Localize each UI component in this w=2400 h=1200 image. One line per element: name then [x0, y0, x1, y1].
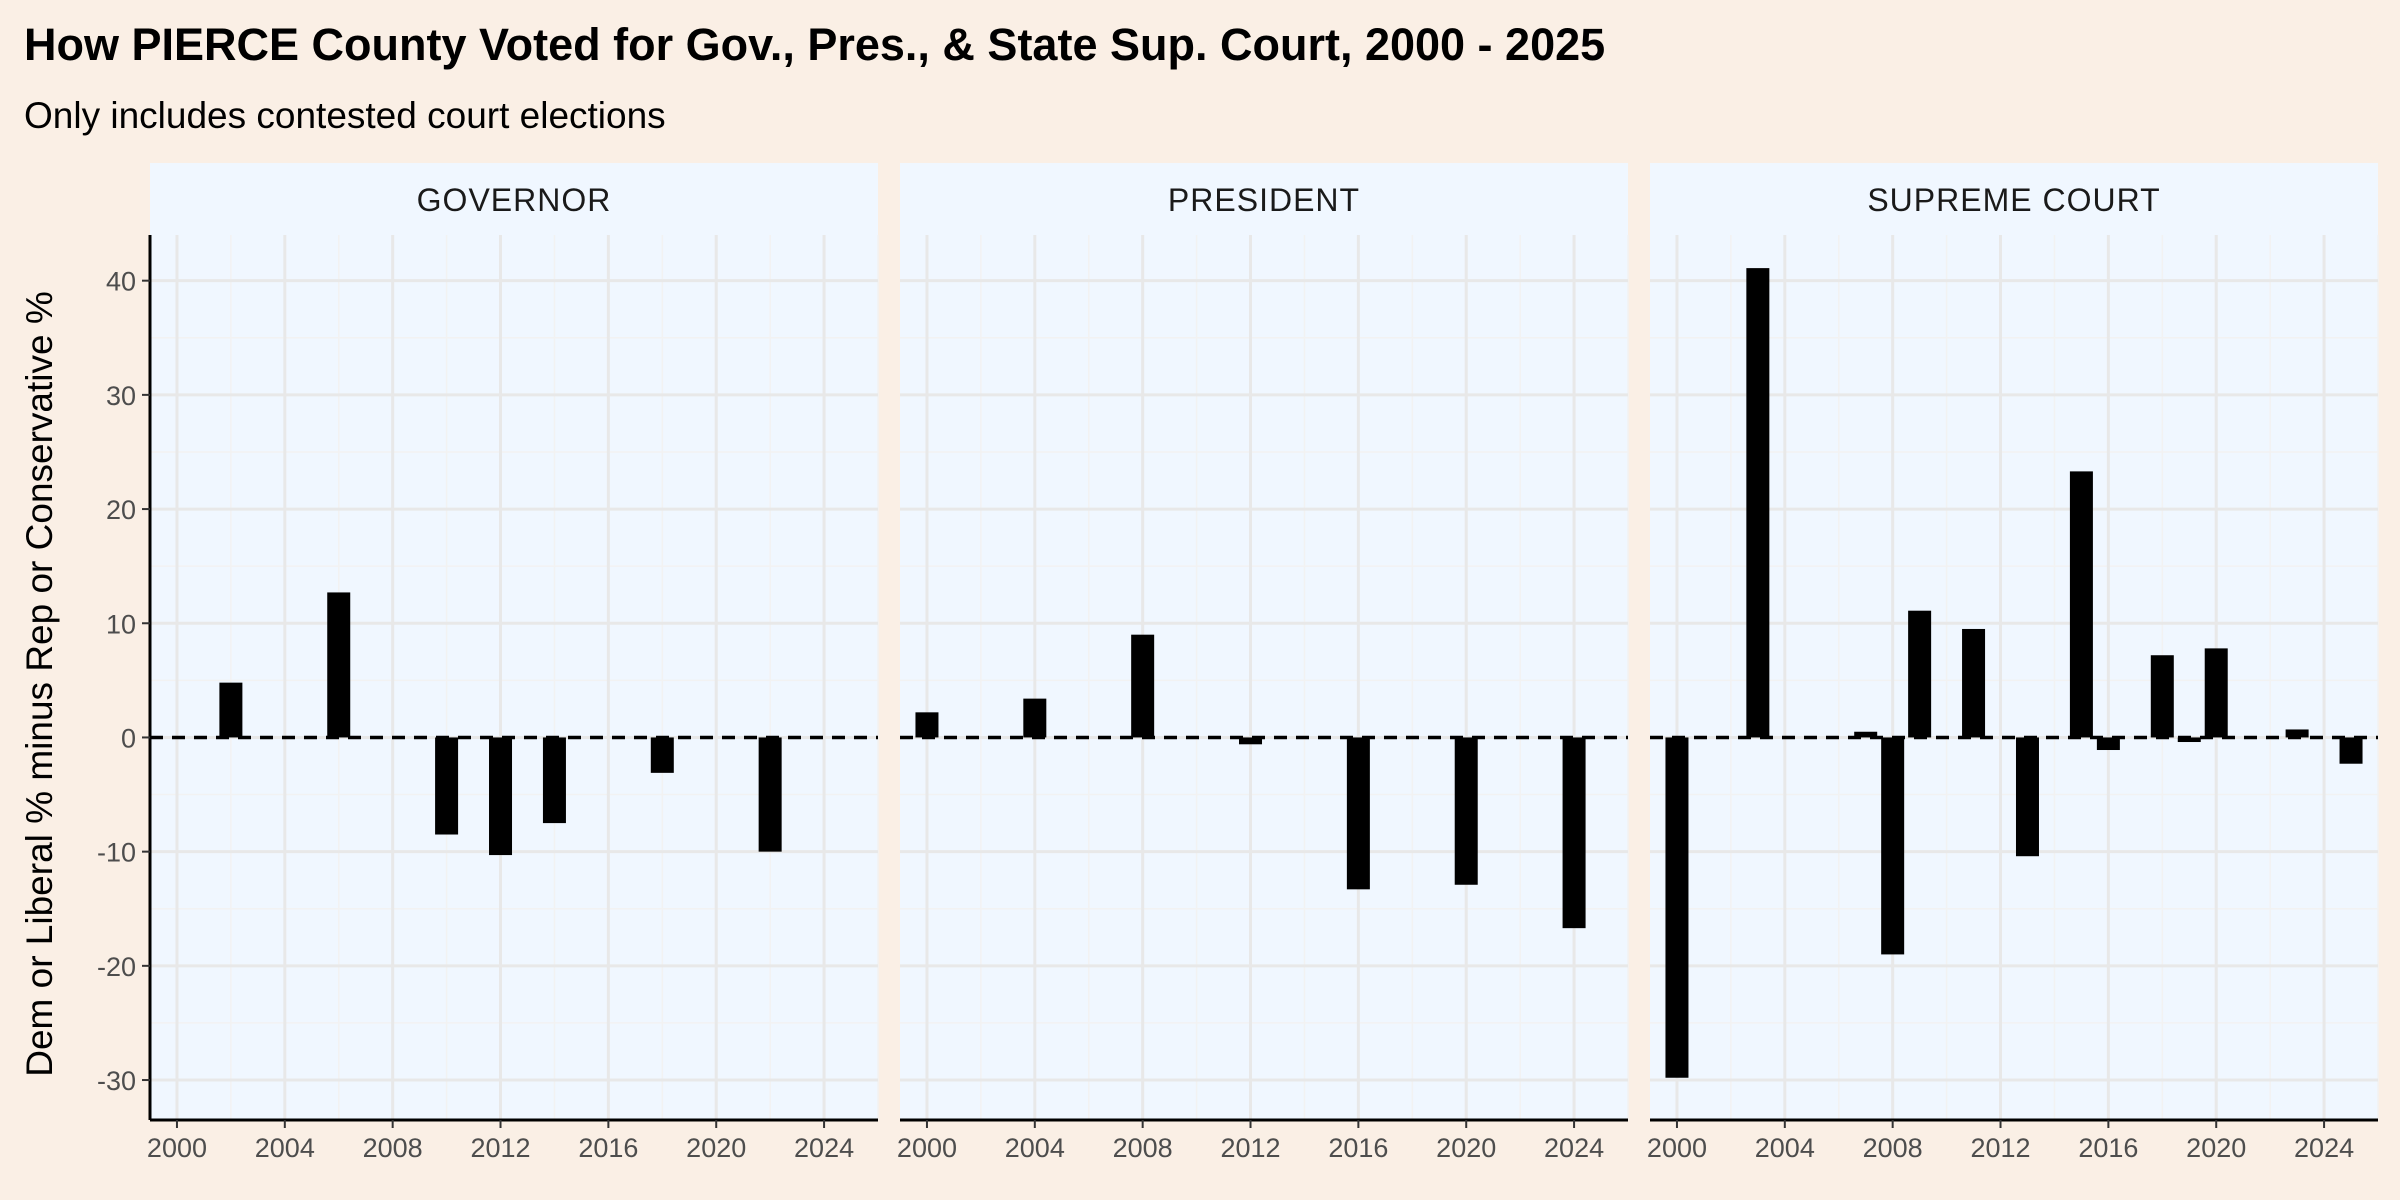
facet-label: PRESIDENT — [1168, 182, 1360, 218]
x-tick-label: 2000 — [1647, 1133, 1707, 1163]
bar-2011 — [1962, 628, 1986, 738]
y-tick-label: -30 — [97, 1066, 136, 1096]
x-tick-label: 2012 — [1970, 1133, 2030, 1163]
x-tick-label: 2016 — [578, 1133, 638, 1163]
bar-2000 — [1665, 737, 1689, 1078]
x-tick-label: 2000 — [147, 1133, 207, 1163]
facet-strip — [900, 163, 1628, 235]
x-tick-label: 2000 — [897, 1133, 957, 1163]
facet-label: GOVERNOR — [417, 182, 612, 218]
bar-2015 — [2069, 471, 2093, 738]
bar-2014 — [542, 737, 566, 824]
y-tick-label: 40 — [106, 267, 136, 297]
bar-2003 — [1746, 268, 1770, 738]
plot-background — [1650, 235, 2378, 1120]
bar-2010 — [435, 737, 459, 835]
x-tick-label: 2020 — [1436, 1133, 1496, 1163]
bar-2024 — [1562, 737, 1586, 929]
x-tick-label: 2024 — [1544, 1133, 1604, 1163]
bar-2008 — [1881, 737, 1905, 955]
x-tick-label: 2004 — [1755, 1133, 1815, 1163]
y-tick-label: 20 — [106, 495, 136, 525]
bar-2012 — [489, 737, 513, 856]
x-tick-label: 2008 — [363, 1133, 423, 1163]
x-tick-label: 2012 — [1220, 1133, 1280, 1163]
bar-2007 — [1854, 731, 1878, 738]
bar-2018 — [2150, 655, 2174, 738]
bar-2002 — [219, 682, 243, 738]
bar-2025 — [2339, 737, 2363, 764]
x-tick-label: 2020 — [686, 1133, 746, 1163]
facet-strip — [150, 163, 878, 235]
y-tick-label: 0 — [121, 723, 136, 753]
facet-label: SUPREME COURT — [1867, 182, 2160, 218]
plot-background — [900, 235, 1628, 1120]
facet-strip — [1650, 163, 2378, 235]
bar-2006 — [327, 592, 351, 738]
x-tick-label: 2024 — [794, 1133, 854, 1163]
bar-2020 — [2204, 648, 2228, 738]
chart-subtitle: Only includes contested court elections — [24, 95, 666, 136]
panels: GOVERNOR 2000 2004 2008 2012 2016 2020 2024 -30 -… — [97, 163, 2379, 1163]
x-tick-label: 2004 — [1005, 1133, 1065, 1163]
bar-2016 — [1346, 737, 1370, 890]
bar-2000 — [915, 712, 939, 738]
x-tick-label: 2004 — [255, 1133, 315, 1163]
x-tick-label: 2016 — [2078, 1133, 2138, 1163]
y-tick-label: 30 — [106, 381, 136, 411]
bar-2023 — [2285, 729, 2309, 738]
x-tick-label: 2024 — [2294, 1133, 2354, 1163]
panel-supreme-court: SUPREME COURT 2000 2004 2008 2012 2016 2020 202… — [1647, 163, 2379, 1163]
bar-2012 — [1239, 737, 1263, 745]
bar-2013 — [2015, 737, 2039, 857]
y-axis-title: Dem or Liberal % minus Rep or Conservati… — [19, 291, 60, 1077]
bar-2020 — [1454, 737, 1478, 885]
x-tick-label: 2008 — [1863, 1133, 1923, 1163]
bar-2022 — [758, 737, 782, 852]
panel-president: PRESIDENT 2000 2004 2008 2012 2016 2020 2024 — [897, 163, 1629, 1163]
bar-2009 — [1908, 610, 1932, 738]
bar-2004 — [1023, 698, 1047, 738]
x-tick-label: 2016 — [1328, 1133, 1388, 1163]
x-tick-label: 2008 — [1113, 1133, 1173, 1163]
bar-2016 — [2096, 737, 2120, 751]
chart-title: How PIERCE County Voted for Gov., Pres.,… — [24, 19, 1605, 70]
bar-2018 — [650, 737, 674, 773]
y-tick-label: -20 — [97, 952, 136, 982]
bar-2008 — [1131, 634, 1155, 738]
bar-2019 — [2177, 737, 2201, 743]
x-tick-label: 2012 — [470, 1133, 530, 1163]
y-tick-label: -10 — [97, 838, 136, 868]
panel-governor: GOVERNOR 2000 2004 2008 2012 2016 2020 2024 -30 -… — [97, 163, 879, 1163]
x-tick-label: 2020 — [2186, 1133, 2246, 1163]
plot-background — [150, 235, 878, 1120]
y-tick-label: 10 — [106, 609, 136, 639]
